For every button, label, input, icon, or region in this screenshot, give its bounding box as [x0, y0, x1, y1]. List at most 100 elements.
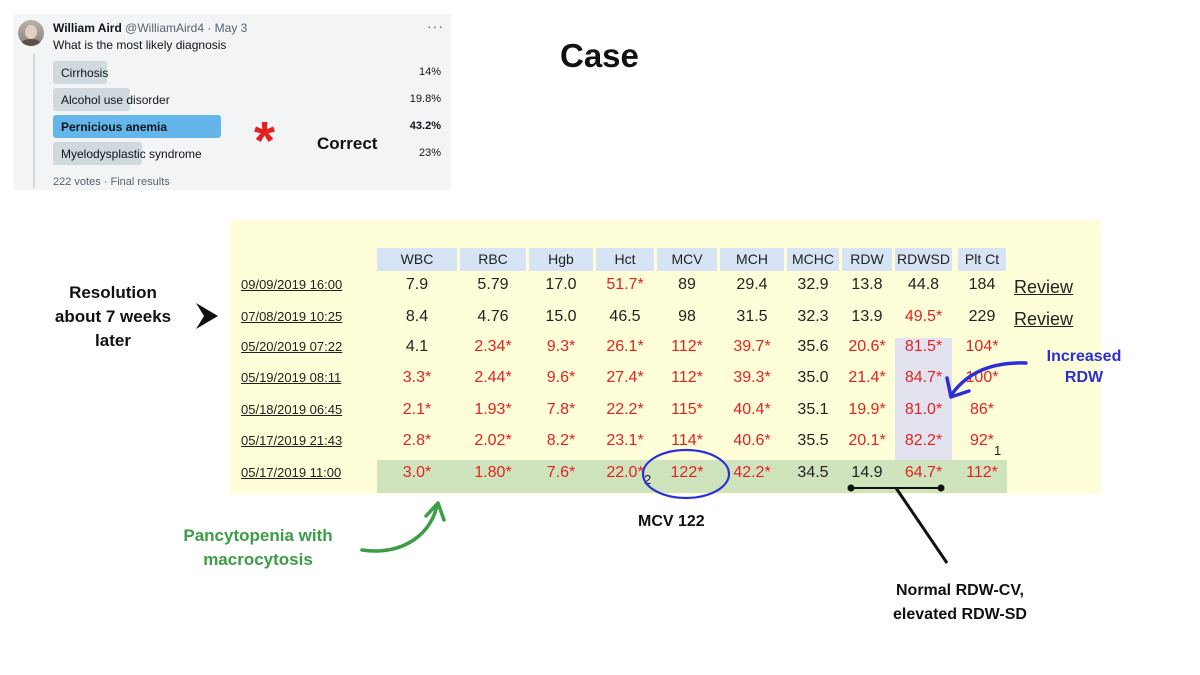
- table-cell: 7.6*: [546, 464, 576, 481]
- column-header: RDW: [842, 248, 892, 271]
- footnote-marker: 2: [644, 472, 652, 487]
- table-cell: 82.2*: [904, 432, 943, 449]
- table-cell: 122*: [670, 464, 704, 481]
- table-cell: 112*: [671, 338, 703, 355]
- table-cell: 13.8: [851, 276, 883, 293]
- table-cell: 32.3: [797, 308, 829, 325]
- row-date-link[interactable]: 05/18/2019 06:45: [241, 402, 343, 417]
- table-cell: 40.4*: [733, 401, 771, 418]
- column-header: WBC: [377, 248, 457, 271]
- table-cell: 35.0: [797, 369, 829, 386]
- table-cell: 2.44*: [474, 369, 512, 386]
- row-date-link[interactable]: 05/17/2019 11:00: [241, 465, 342, 480]
- poll-option-percent: 23%: [418, 147, 441, 159]
- poll-vote-count: 222 votes · Final results: [53, 176, 170, 188]
- table-cell: 39.3*: [733, 369, 771, 386]
- author-name[interactable]: William Aird: [53, 21, 122, 35]
- row-date-link[interactable]: 05/17/2019 21:43: [241, 433, 343, 448]
- review-link[interactable]: Review: [1014, 309, 1074, 329]
- green-arrow: [360, 503, 439, 553]
- table-cell: 31.5: [736, 308, 768, 325]
- column-header: MCHC: [787, 248, 839, 271]
- poll-option-percent: 43.2%: [409, 120, 441, 132]
- poll-option-label: Cirrhosis: [61, 66, 109, 80]
- poll-question: What is the most likely diagnosis: [53, 38, 227, 52]
- table-cell: 81.5*: [904, 338, 943, 355]
- page-title: Case: [560, 37, 639, 74]
- table-cell: 81.0*: [904, 401, 943, 418]
- table-cell: 86*: [969, 401, 995, 418]
- poll-option-bar: [53, 142, 142, 165]
- pancytopenia-annotation: Pancytopenia with macrocytosis: [183, 526, 333, 569]
- table-cell: 4.76: [477, 308, 509, 325]
- table-cell: 35.1: [797, 401, 829, 418]
- more-options-icon[interactable]: ···: [427, 18, 444, 34]
- table-cell: 2.8*: [402, 432, 432, 449]
- table-cell: 114*: [671, 432, 703, 449]
- poll-option-bar: [53, 61, 107, 84]
- table-cell: 2.02*: [474, 432, 512, 449]
- tweet-header: William Aird @WilliamAird4 · May 3: [53, 21, 247, 35]
- row-date-link[interactable]: 09/09/2019 16:00: [241, 277, 343, 292]
- table-cell: 27.4*: [606, 369, 644, 386]
- table-cell: 84.7*: [904, 369, 943, 386]
- correct-label: Correct: [317, 134, 378, 153]
- table-cell: 92*: [969, 432, 995, 449]
- avatar[interactable]: [18, 20, 44, 46]
- column-header: MCV: [657, 248, 717, 271]
- poll-option: Myelodysplastic syndrome 23%: [53, 142, 441, 165]
- column-header: Plt Ct: [958, 248, 1006, 271]
- lab-results-table: WBC RBC Hgb Hct MCV MCH MCHC RDW RDWSD Plt Ct 09/0…: [230, 220, 1101, 494]
- poll-option-percent: 14%: [418, 66, 441, 78]
- rdw-bracket-dot: [847, 484, 855, 492]
- rdw-pointer-line: [894, 487, 949, 564]
- table-cell: 9.6*: [546, 369, 576, 386]
- table-cell: 2.34*: [474, 338, 512, 355]
- rdwsd-highlight: [895, 338, 952, 460]
- table-cell: 2.1*: [402, 401, 432, 418]
- table-cell: 17.0: [545, 276, 577, 293]
- green-arrowhead-icon: [424, 501, 446, 522]
- table-cell: 7.9: [405, 276, 429, 293]
- table-cell: 35.6: [797, 338, 829, 355]
- row-date-link[interactable]: 05/19/2019 08:11: [241, 370, 342, 385]
- table-cell: 112*: [966, 464, 998, 481]
- table-cell: 8.4: [405, 308, 429, 325]
- poll-option-label: Myelodysplastic syndrome: [61, 147, 202, 161]
- poll-option-bar: [53, 115, 221, 138]
- table-cell: 46.5: [609, 308, 641, 325]
- table-cell: 35.5: [797, 432, 829, 449]
- resolution-annotation: Resolution about 7 weeks later: [54, 283, 172, 350]
- row-date-link[interactable]: 07/08/2019 10:25: [241, 309, 343, 324]
- table-cell: 3.3*: [402, 369, 432, 386]
- increased-rdw-annotation: Increased RDW: [1046, 348, 1122, 386]
- poll-option: Alcohol use disorder 19.8%: [53, 88, 441, 111]
- poll-option: Cirrhosis 14%: [53, 61, 441, 84]
- author-handle: @WilliamAird4 · May 3: [125, 21, 248, 35]
- table-cell: 7.8*: [546, 401, 576, 418]
- table-cell: 3.0*: [402, 464, 432, 481]
- footnote-marker: 1: [994, 443, 1002, 458]
- column-header: MCH: [720, 248, 784, 271]
- table-cell: 184: [968, 276, 996, 293]
- poll-option-label: Alcohol use disorder: [61, 93, 170, 107]
- poll-option-label: Pernicious anemia: [61, 120, 168, 134]
- column-header: RBC: [460, 248, 526, 271]
- asterisk-icon: *: [254, 111, 276, 171]
- poll-card: William Aird @WilliamAird4 · May 3 ··· W…: [14, 14, 451, 190]
- table-cell: 51.7*: [606, 276, 644, 293]
- table-cell: 42.2*: [733, 464, 771, 481]
- table-cell: 21.4*: [848, 369, 886, 386]
- table-cell: 15.0: [545, 308, 577, 325]
- table-cell: 40.6*: [733, 432, 771, 449]
- table-cell: 5.79: [477, 276, 509, 293]
- table-cell: 20.1*: [848, 432, 886, 449]
- pointer-arrow-icon: [196, 303, 218, 329]
- table-cell: 4.1: [405, 338, 429, 355]
- table-cell: 89: [678, 276, 696, 293]
- mcv-annotation: MCV 122: [638, 513, 705, 530]
- table-cell: 8.2*: [546, 432, 576, 449]
- row-date-link[interactable]: 05/20/2019 07:22: [241, 339, 343, 354]
- review-link[interactable]: Review: [1014, 277, 1074, 297]
- column-header: Hct: [596, 248, 654, 271]
